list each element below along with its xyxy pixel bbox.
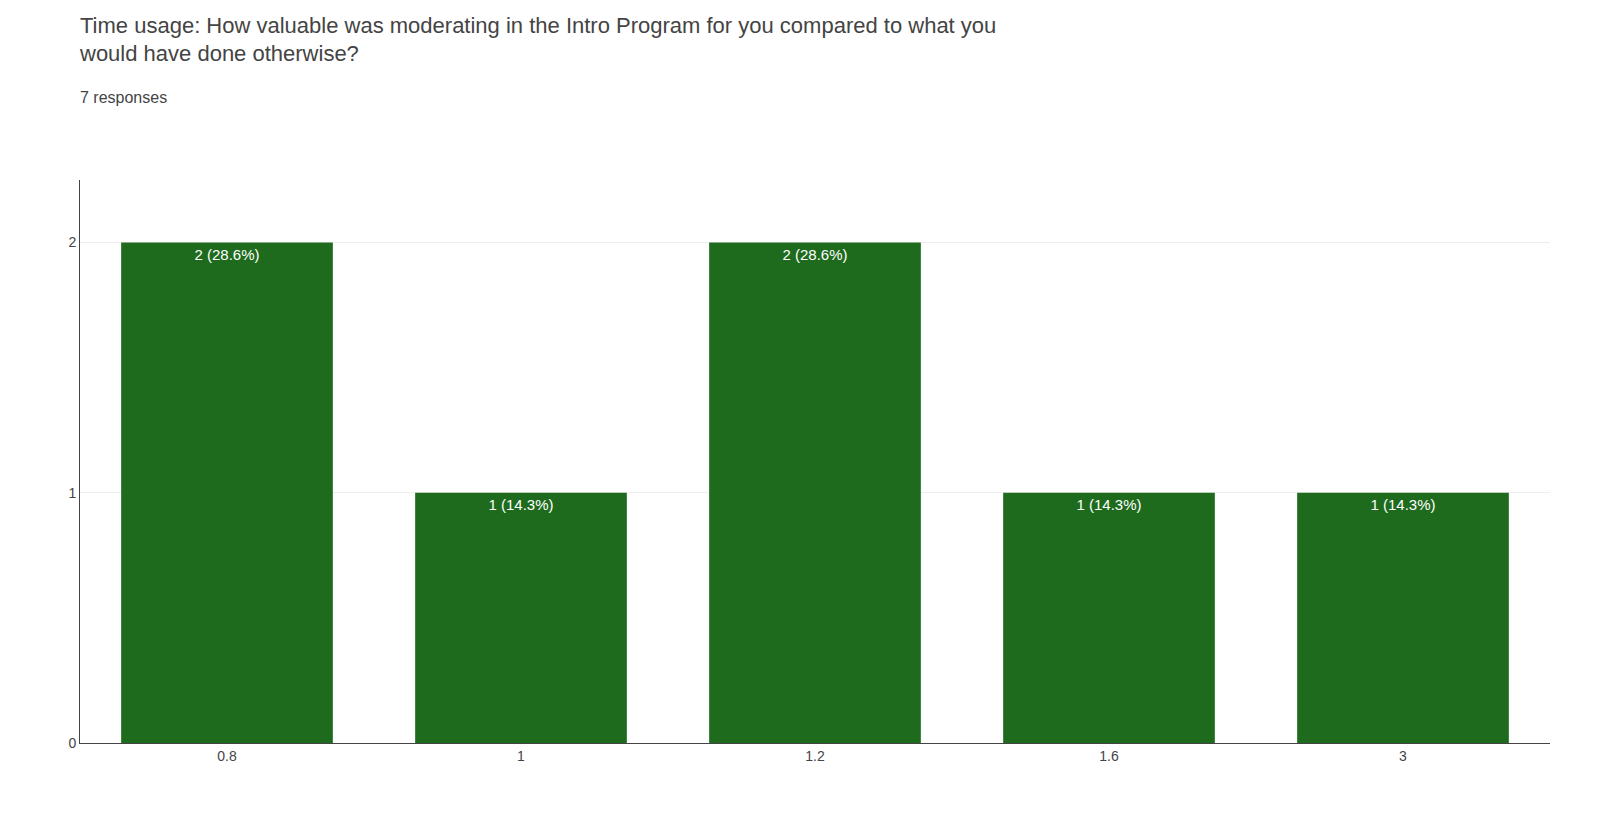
svg-text:2 (28.6%): 2 (28.6%) xyxy=(194,246,259,263)
svg-text:1.6: 1.6 xyxy=(1099,748,1119,764)
svg-text:3: 3 xyxy=(1399,748,1407,764)
svg-text:1: 1 xyxy=(68,485,76,501)
svg-text:0: 0 xyxy=(68,735,76,751)
svg-text:0.8: 0.8 xyxy=(217,748,237,764)
svg-text:2: 2 xyxy=(68,234,76,250)
svg-text:1 (14.3%): 1 (14.3%) xyxy=(488,496,553,513)
svg-text:1: 1 xyxy=(517,748,525,764)
svg-text:Time usage: How valuable was m: Time usage: How valuable was moderating … xyxy=(79,13,996,67)
svg-text:1.2: 1.2 xyxy=(805,748,825,764)
svg-text:2 (28.6%): 2 (28.6%) xyxy=(782,246,847,263)
svg-text:1 (14.3%): 1 (14.3%) xyxy=(1370,496,1435,513)
svg-text:1 (14.3%): 1 (14.3%) xyxy=(1076,496,1141,513)
svg-text:7 responses: 7 responses xyxy=(80,89,167,106)
